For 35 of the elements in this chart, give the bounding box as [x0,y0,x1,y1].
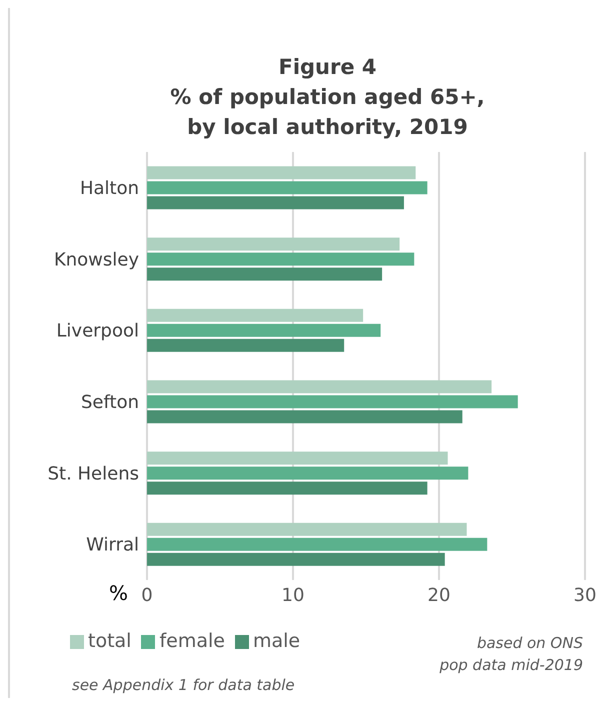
x-tick-label: 20 [428,584,450,606]
bar [147,181,428,194]
text: see Appendix 1 for data table [72,676,295,694]
bar [147,452,448,465]
bar [147,410,462,424]
bar [147,380,492,394]
bar [147,552,445,566]
bar [147,308,364,322]
x-tick-label: 10 [282,584,304,606]
text: based on ONS pop data mid-2019 [440,633,583,676]
y-tick-label: St. Helens [48,463,139,484]
bar [147,324,381,337]
bar [147,166,416,180]
x-tick-label: 30 [574,584,596,606]
bar [147,538,488,551]
bar [147,466,468,480]
legend-label: male [252,630,300,652]
y-tick-label: Sefton [81,392,139,414]
bar [147,252,414,266]
bar [147,238,400,251]
y-tick-label: Liverpool [56,320,139,342]
legend-label: female [159,630,225,652]
x-axis-title: % [109,581,128,606]
x-tick-label: 0 [141,584,153,606]
y-tick-label: Halton [80,178,139,200]
bar [147,395,518,408]
y-tick-label: Wirral [86,534,139,556]
bar [147,338,344,352]
bar [147,482,428,495]
bar [147,522,467,536]
bar [147,196,404,210]
y-tick-label: Knowsley [54,249,140,270]
chart-title: Figure 4 % of population aged 65+, by local authority, 2019 [169,54,486,141]
legend-label: total [88,630,132,652]
bar [147,268,382,281]
